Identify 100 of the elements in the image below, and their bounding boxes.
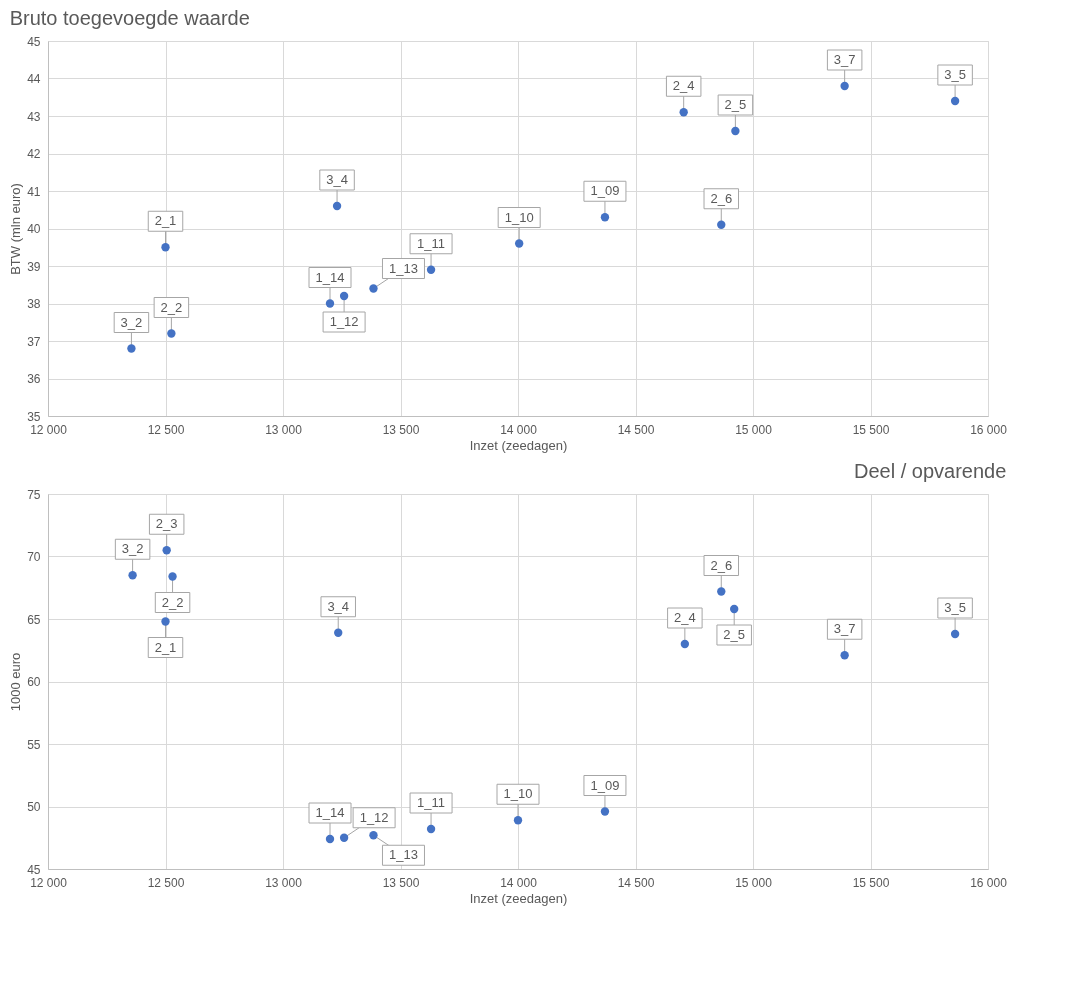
point (339, 833, 349, 842)
annotation: 2_6 (710, 190, 733, 206)
point (840, 651, 849, 660)
x-tick-label: 15 500 (852, 422, 890, 437)
y-tick-label: 44 (27, 72, 41, 86)
chart-title: Bruto toegevoegde waarde (9, 7, 250, 29)
point (426, 824, 436, 834)
annotation: 1_10 (503, 786, 533, 802)
y-tick-label: 39 (27, 259, 41, 274)
x-tick-label: 14 500 (617, 422, 655, 437)
y-tick-label: 41 (27, 184, 41, 199)
annotation: 3_7 (833, 621, 856, 637)
y-tick-label: 50 (27, 800, 41, 814)
point (950, 96, 960, 106)
annotation: 1_09 (590, 777, 620, 793)
annotation: 1_14 (315, 805, 345, 820)
annotation: 1_11 (417, 795, 446, 810)
point (161, 243, 170, 252)
x-tick-label: 12 000 (30, 875, 68, 890)
point (514, 239, 524, 248)
point (717, 587, 726, 596)
annotation: 1_10 (504, 209, 534, 225)
x-tick-label: 15 000 (735, 422, 773, 437)
point (128, 571, 137, 580)
annotation: 2_3 (155, 516, 178, 532)
annotation: 3_7 (833, 52, 856, 67)
x-tick-label: 13 500 (382, 875, 420, 890)
point (332, 201, 342, 211)
point (334, 628, 343, 637)
point (339, 291, 349, 301)
annotation: 1_12 (359, 809, 389, 825)
x-tick-label: 16 000 (970, 875, 1008, 890)
x-tick-label: 15 500 (852, 875, 890, 890)
y-tick-label: 36 (27, 372, 41, 386)
y-tick-label: 65 (27, 612, 41, 627)
point (840, 81, 849, 91)
chart-title: Deel / opvarende (854, 460, 1007, 482)
point (162, 546, 171, 555)
x-tick-label: 16 000 (970, 422, 1008, 437)
point (325, 834, 335, 844)
x-tick-label: 14 000 (500, 875, 538, 890)
y-tick-label: 60 (27, 675, 41, 689)
x-tick-label: 13 000 (265, 422, 303, 437)
annotation: 2_5 (723, 627, 746, 642)
y-tick-label: 40 (27, 222, 41, 236)
point (369, 284, 378, 293)
annotation: 2_1 (154, 639, 177, 655)
x-tick-label: 13 000 (265, 875, 303, 890)
point (600, 807, 610, 816)
y-axis-title: BTW (mln euro) (8, 183, 24, 275)
annotation: 2_6 (710, 557, 733, 573)
point (167, 329, 176, 338)
annotation: 2_4 (674, 610, 696, 625)
x-tick-label: 15 000 (735, 875, 773, 890)
x-tick-label: 12 000 (30, 422, 68, 437)
y-tick-label: 75 (27, 487, 41, 502)
point (680, 639, 690, 649)
y-tick-label: 38 (27, 297, 41, 311)
y-axis-title: 1000 euro (8, 652, 24, 712)
point (369, 831, 378, 840)
annotation: 3_4 (326, 172, 348, 187)
point (513, 816, 523, 825)
point (950, 629, 960, 639)
annotation: 1_13 (389, 847, 418, 863)
point (730, 604, 739, 614)
annotation: 2_5 (724, 97, 747, 112)
annotation: 1_11 (417, 235, 446, 251)
y-tick-label: 45 (27, 862, 41, 877)
point (127, 344, 136, 353)
point (168, 572, 177, 581)
point (679, 108, 688, 117)
y-tick-label: 55 (27, 737, 41, 752)
annotation: 2_4 (672, 78, 695, 94)
y-tick-label: 70 (27, 550, 41, 564)
point (161, 617, 170, 626)
annotation: 3_4 (327, 598, 350, 614)
x-axis-title: Inzet (zeedagen) (469, 437, 568, 453)
point (600, 213, 610, 222)
y-tick-label: 37 (27, 334, 41, 349)
annotation: 3_2 (121, 541, 144, 557)
point (325, 299, 335, 308)
annotation: 3_5 (944, 67, 966, 82)
x-tick-label: 13 500 (382, 422, 420, 437)
annotation: 3_5 (944, 600, 966, 615)
x-axis-title: Inzet (zeedagen) (469, 890, 568, 906)
annotation: 3_2 (120, 314, 143, 330)
annotation: 1_09 (590, 183, 620, 199)
annotation: 1_13 (389, 260, 418, 276)
annotation: 1_14 (315, 269, 345, 285)
x-tick-label: 12 500 (147, 875, 185, 890)
annotation: 2_1 (154, 213, 177, 229)
x-tick-label: 14 500 (617, 875, 655, 890)
x-tick-label: 12 500 (147, 422, 185, 437)
y-tick-label: 45 (27, 34, 41, 49)
y-tick-label: 42 (27, 147, 41, 161)
annotation: 2_2 (160, 299, 183, 315)
point (717, 220, 726, 229)
annotation: 2_2 (161, 594, 184, 610)
annotation: 1_12 (329, 314, 359, 329)
point (426, 265, 436, 274)
